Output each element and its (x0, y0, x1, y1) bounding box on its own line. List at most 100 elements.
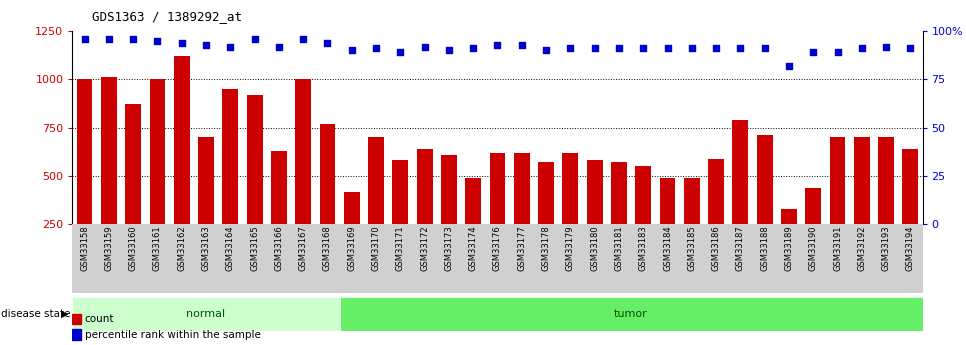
Point (150, 38, 165, 43)
Point (806, 50, 821, 55)
Bar (392, 160, 409, 273)
Point (587, 46, 603, 51)
Bar (660, 178, 675, 273)
Point (514, 42, 529, 47)
Text: GSM33160: GSM33160 (128, 226, 138, 271)
Point (660, 46, 675, 51)
Bar (150, 79, 165, 273)
Text: tumor: tumor (614, 309, 648, 319)
Text: GSM33162: GSM33162 (177, 226, 186, 271)
Text: GSM33188: GSM33188 (760, 226, 769, 272)
Bar (198, 137, 213, 273)
Text: normal: normal (186, 309, 226, 319)
Point (902, 46, 918, 51)
Text: GSM33186: GSM33186 (712, 226, 721, 272)
Point (854, 46, 869, 51)
Bar (271, 151, 287, 273)
Text: GSM33184: GSM33184 (663, 226, 672, 271)
Bar (854, 137, 869, 273)
Text: GSM33189: GSM33189 (784, 226, 793, 271)
Text: GSM33159: GSM33159 (104, 226, 113, 271)
Text: GSM33165: GSM33165 (250, 226, 259, 271)
Point (101, 36, 117, 41)
Text: GSM33164: GSM33164 (226, 226, 235, 271)
Bar (732, 120, 749, 273)
Point (174, 40, 189, 46)
Text: GSM33193: GSM33193 (882, 226, 891, 271)
Point (684, 46, 699, 51)
Text: GDS1363 / 1389292_at: GDS1363 / 1389292_at (92, 10, 242, 23)
Text: GSM33169: GSM33169 (347, 226, 356, 271)
Bar (611, 162, 627, 273)
Text: GSM33167: GSM33167 (298, 226, 308, 272)
Point (732, 46, 748, 51)
Point (247, 36, 263, 41)
Text: GSM33173: GSM33173 (444, 226, 453, 272)
Text: GSM33191: GSM33191 (833, 226, 842, 271)
Bar (416, 149, 433, 273)
Bar (72, 314, 81, 324)
Text: GSM33174: GSM33174 (469, 226, 478, 271)
Text: GSM33172: GSM33172 (420, 226, 429, 271)
Point (296, 36, 311, 41)
Point (611, 46, 627, 51)
Bar (174, 56, 189, 273)
Point (126, 36, 141, 41)
Text: GSM33183: GSM33183 (639, 226, 648, 272)
Text: disease state: disease state (1, 309, 71, 319)
Text: GSM33179: GSM33179 (566, 226, 575, 271)
Bar (344, 193, 359, 273)
Bar (538, 162, 554, 273)
Point (538, 48, 554, 53)
Point (830, 50, 845, 55)
Text: GSM33178: GSM33178 (542, 226, 551, 272)
Bar (708, 159, 724, 273)
Bar (781, 209, 797, 273)
Point (878, 44, 894, 49)
Bar (878, 137, 894, 273)
Text: GSM33185: GSM33185 (687, 226, 696, 271)
Bar (466, 178, 481, 273)
Text: GSM33163: GSM33163 (202, 226, 211, 272)
Text: percentile rank within the sample: percentile rank within the sample (85, 330, 261, 339)
Point (562, 46, 578, 51)
Bar (830, 137, 845, 273)
Bar (126, 105, 141, 273)
Bar (806, 188, 821, 273)
Point (757, 46, 773, 51)
Bar (76, 79, 93, 273)
Point (781, 63, 797, 69)
Bar (72, 329, 81, 340)
Bar (514, 153, 529, 273)
Point (708, 46, 724, 51)
Text: count: count (85, 314, 114, 324)
Bar (101, 77, 117, 273)
Bar (246, 95, 263, 273)
Text: GSM33177: GSM33177 (517, 226, 526, 272)
Text: GSM33187: GSM33187 (736, 226, 745, 272)
Bar (684, 178, 699, 273)
Point (368, 46, 384, 51)
Bar (636, 166, 651, 273)
Point (417, 44, 433, 49)
Text: GSM33190: GSM33190 (809, 226, 818, 271)
Text: ▶: ▶ (61, 309, 69, 319)
Bar (756, 135, 773, 273)
Bar (320, 124, 335, 273)
Bar (222, 89, 239, 273)
Point (320, 40, 335, 46)
Bar (340, 297, 923, 331)
Text: GSM33170: GSM33170 (372, 226, 381, 271)
Point (344, 48, 359, 53)
Point (466, 46, 481, 51)
Text: GSM33176: GSM33176 (493, 226, 502, 272)
Text: GSM33192: GSM33192 (857, 226, 867, 271)
Bar (368, 137, 384, 273)
Point (222, 44, 238, 49)
Bar (902, 149, 919, 273)
Bar (562, 153, 579, 273)
Point (490, 42, 505, 47)
Text: GSM33181: GSM33181 (614, 226, 623, 271)
Text: GSM33168: GSM33168 (323, 226, 332, 272)
Point (392, 50, 408, 55)
